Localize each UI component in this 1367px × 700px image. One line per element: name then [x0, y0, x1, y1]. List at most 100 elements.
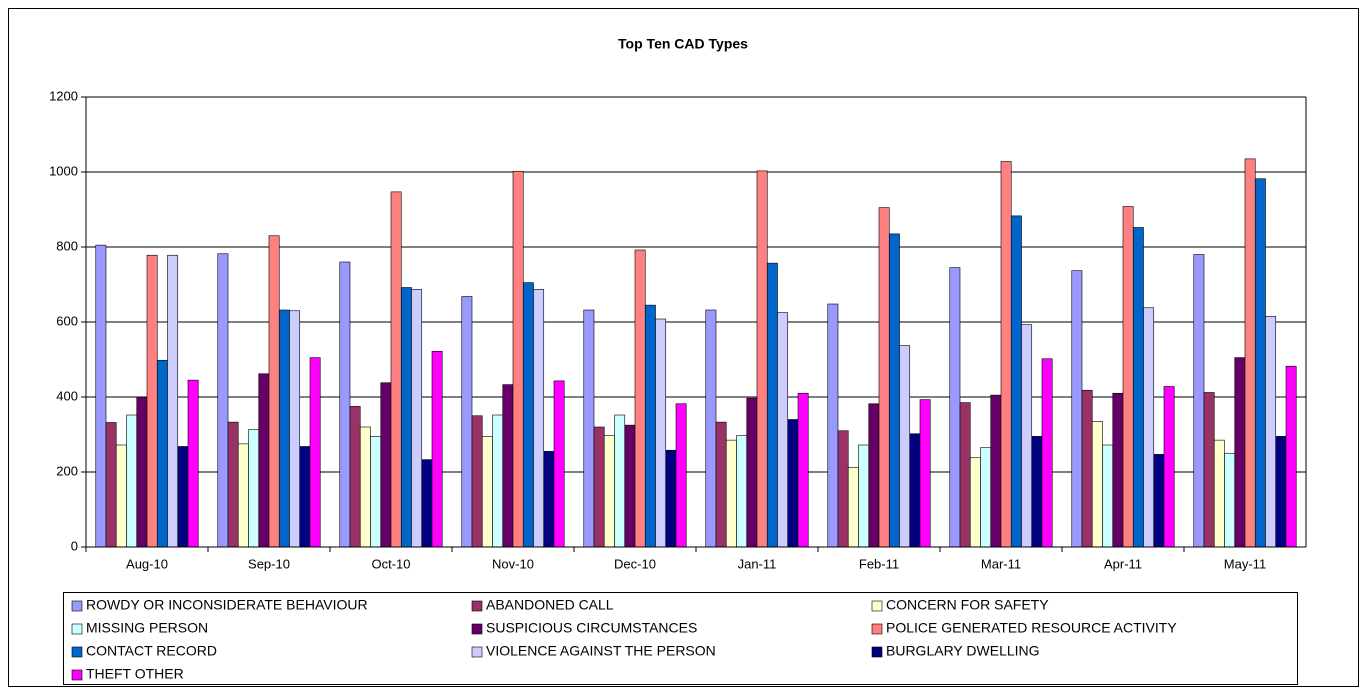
bar — [411, 289, 423, 548]
bar — [339, 261, 351, 548]
bar — [105, 422, 117, 548]
bar — [390, 191, 402, 548]
y-tick-label: 0 — [71, 538, 78, 553]
x-tick-label: Nov-10 — [492, 556, 534, 571]
x-tick-label: Sep-10 — [248, 556, 290, 571]
bar — [187, 379, 199, 548]
y-tick-label: 1000 — [49, 163, 78, 178]
y-tick-label: 1200 — [49, 88, 78, 103]
legend-swatch — [871, 600, 883, 612]
x-tick-label: Oct-10 — [371, 556, 410, 571]
bar — [115, 444, 127, 548]
bar — [167, 254, 179, 548]
chart-border — [8, 8, 1359, 687]
bar — [1143, 307, 1155, 548]
bar — [136, 396, 148, 548]
legend-label: ROWDY OR INCONSIDERATE BEHAVIOUR — [86, 597, 368, 613]
x-tick-label: Feb-11 — [859, 556, 899, 571]
bar — [1275, 436, 1287, 548]
bar — [461, 296, 473, 548]
bar — [543, 451, 555, 548]
x-tick-label: Aug-10 — [126, 556, 168, 571]
bar — [512, 170, 524, 548]
bar — [126, 414, 138, 548]
bar — [278, 309, 290, 548]
bar — [1244, 158, 1256, 548]
legend-swatch — [71, 623, 83, 635]
bar — [359, 426, 371, 548]
legend-swatch — [71, 600, 83, 612]
legend-label: MISSING PERSON — [86, 620, 208, 636]
legend-label: CONTACT RECORD — [86, 643, 217, 659]
bar — [1122, 206, 1134, 548]
bar — [644, 304, 656, 548]
bar — [827, 303, 839, 548]
bar — [1203, 392, 1215, 548]
bar — [655, 318, 667, 548]
bar — [858, 444, 870, 548]
bar — [787, 419, 799, 548]
bar — [1112, 392, 1124, 548]
bar — [1254, 178, 1266, 548]
bar — [756, 170, 768, 548]
bar — [481, 436, 493, 548]
bar — [421, 459, 433, 548]
x-tick-label: May-11 — [1224, 556, 1266, 571]
legend-swatch — [471, 600, 483, 612]
bar — [349, 406, 361, 548]
x-tick-label: Dec-10 — [614, 556, 656, 571]
bar — [665, 449, 677, 548]
bar — [634, 249, 646, 548]
legend-label: THEFT OTHER — [86, 666, 184, 682]
bar — [614, 414, 626, 548]
bar — [146, 254, 158, 548]
bar — [919, 399, 931, 548]
bar — [766, 262, 778, 548]
legend-box — [63, 592, 1298, 685]
bar — [899, 345, 911, 548]
y-tick-label: 600 — [56, 313, 78, 328]
bar — [847, 467, 859, 548]
bar — [888, 233, 900, 548]
bar — [1213, 439, 1225, 548]
legend-label: POLICE GENERATED RESOURCE ACTIVITY — [886, 620, 1177, 636]
bar — [268, 235, 280, 548]
legend-swatch — [471, 646, 483, 658]
bar — [1031, 436, 1043, 548]
legend-label: ABANDONED CALL — [486, 597, 614, 613]
bar — [400, 287, 412, 548]
bar — [1163, 386, 1175, 548]
bar — [980, 447, 992, 548]
y-tick-label: 200 — [56, 463, 78, 478]
bar — [177, 446, 189, 548]
bar — [1285, 365, 1297, 548]
bar — [237, 443, 249, 548]
bar — [1132, 227, 1144, 548]
bar — [715, 421, 727, 548]
bar — [705, 309, 717, 548]
bar — [878, 207, 890, 548]
bar — [492, 414, 504, 548]
bar — [533, 289, 545, 548]
bar — [95, 244, 107, 548]
legend-swatch — [871, 646, 883, 658]
bar — [1234, 357, 1246, 548]
bar — [1000, 161, 1012, 548]
bar — [1224, 452, 1236, 548]
bar — [837, 430, 849, 548]
bar — [675, 403, 687, 548]
bar — [909, 433, 921, 548]
bar — [1102, 444, 1114, 548]
bar — [797, 392, 809, 548]
bar — [1021, 324, 1033, 548]
bar — [370, 436, 382, 548]
bar — [1010, 215, 1022, 548]
x-tick-label: Apr-11 — [1104, 556, 1142, 571]
x-tick-label: Mar-11 — [981, 556, 1021, 571]
bar — [1193, 254, 1205, 548]
legend-label: CONCERN FOR SAFETY — [886, 597, 1049, 613]
bar — [522, 282, 534, 548]
legend-swatch — [871, 623, 883, 635]
bar — [248, 429, 260, 548]
